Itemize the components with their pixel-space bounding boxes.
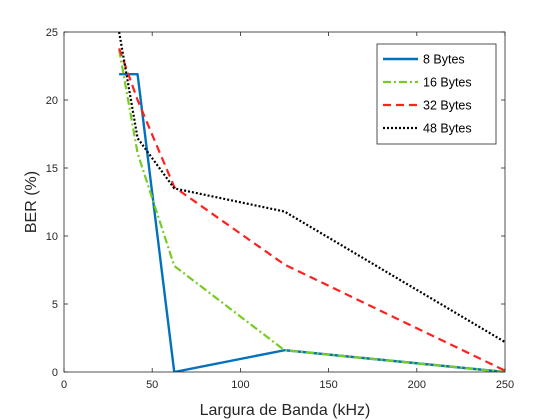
legend-label: 8 Bytes <box>423 53 465 67</box>
legend-label: 16 Bytes <box>423 76 472 90</box>
x-axis-title: Largura de Banda (kHz) <box>200 402 371 419</box>
axes: 0 50 100 150 200 250 0 5 10 15 20 25 <box>46 27 514 391</box>
x-tick-label: 200 <box>408 379 426 391</box>
x-tick-label: 0 <box>61 379 67 391</box>
legend-label: 32 Bytes <box>423 99 472 113</box>
x-tick-label: 100 <box>231 379 249 391</box>
axes-box <box>63 31 506 373</box>
y-axis-title: BER (%) <box>23 171 40 233</box>
legend-label: 48 Bytes <box>423 122 472 136</box>
series-line-48-bytes <box>118 32 505 344</box>
y-tick-label: 5 <box>52 299 58 311</box>
legend: 8 Bytes 16 Bytes 32 Bytes 48 Bytes <box>376 43 497 145</box>
y-tick-label: 10 <box>46 231 58 243</box>
plot-area <box>118 32 505 372</box>
x-tick-label: 150 <box>319 379 337 391</box>
y-tick-label: 0 <box>52 367 58 379</box>
y-tick-label: 25 <box>46 27 58 39</box>
x-tick-label: 50 <box>146 379 158 391</box>
y-tick-label: 15 <box>46 163 58 175</box>
series-line-16-bytes <box>118 49 505 372</box>
y-tick-label: 20 <box>46 95 58 107</box>
x-tick-label: 250 <box>496 379 514 391</box>
